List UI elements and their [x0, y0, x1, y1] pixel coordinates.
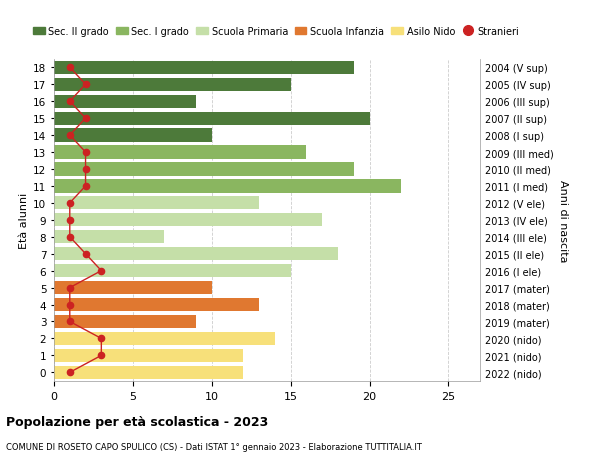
Bar — [54, 95, 196, 108]
Bar — [54, 332, 275, 345]
Legend: Sec. II grado, Sec. I grado, Scuola Primaria, Scuola Infanzia, Asilo Nido, Stran: Sec. II grado, Sec. I grado, Scuola Prim… — [29, 23, 523, 40]
Bar — [54, 281, 212, 295]
Bar — [54, 78, 290, 92]
Bar — [54, 230, 164, 244]
Y-axis label: Età alunni: Età alunni — [19, 192, 29, 248]
Bar — [54, 315, 196, 328]
Bar — [54, 247, 338, 261]
Bar — [54, 129, 212, 142]
Text: Popolazione per età scolastica - 2023: Popolazione per età scolastica - 2023 — [6, 415, 268, 428]
Bar — [54, 197, 259, 210]
Bar — [54, 264, 290, 278]
Bar — [54, 180, 401, 193]
Bar — [54, 62, 354, 75]
Text: COMUNE DI ROSETO CAPO SPULICO (CS) - Dati ISTAT 1° gennaio 2023 - Elaborazione T: COMUNE DI ROSETO CAPO SPULICO (CS) - Dat… — [6, 442, 422, 451]
Bar — [54, 214, 322, 227]
Bar — [54, 112, 370, 125]
Bar — [54, 146, 307, 159]
Bar — [54, 349, 244, 362]
Bar — [54, 366, 244, 379]
Bar — [54, 163, 354, 176]
Bar — [54, 298, 259, 312]
Y-axis label: Anni di nascita: Anni di nascita — [557, 179, 568, 262]
